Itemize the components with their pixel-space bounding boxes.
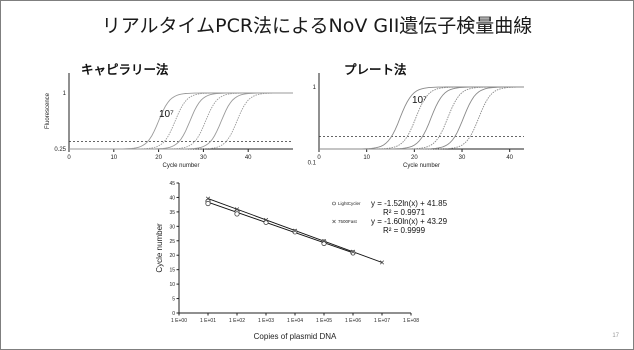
data-point-lightcycler xyxy=(321,240,327,246)
y-tick-label: 1 xyxy=(313,85,317,91)
x-tick-label: 1 E+00 xyxy=(171,318,187,324)
amplification-curve xyxy=(319,86,524,150)
x-tick-label: 1 E+04 xyxy=(287,318,303,324)
x-tick-label: 0 xyxy=(317,155,321,161)
data-point-lightcycler xyxy=(350,250,356,256)
x-tick-label: 20 xyxy=(411,155,418,161)
x-tick-label: 1 E+03 xyxy=(258,318,274,324)
slide-title: リアルタイムPCR法によるNoV GII遺伝子検量曲線 xyxy=(101,15,533,37)
data-point-lightcycler xyxy=(263,219,269,225)
capillary-amplification-chart: 0 10 20 30 40 0.25 1 Cycle number Fluorescence 10… xyxy=(45,73,293,169)
amplification-curve xyxy=(69,92,293,150)
y-tick-label: 0.1 xyxy=(308,160,317,166)
page-number: 17 xyxy=(612,333,619,339)
data-point-7500fast xyxy=(263,217,269,223)
x-tick-label: 1 E+01 xyxy=(200,318,216,324)
x-axis-title: Cycle number xyxy=(162,163,199,169)
data-point-lightcycler xyxy=(205,200,211,207)
annotation-label: 10⁷ xyxy=(159,109,174,120)
x-tick-label: 10 xyxy=(110,155,117,161)
annotation-label: 10⁷ xyxy=(412,95,427,106)
x-tick-label: 10 xyxy=(363,155,370,161)
data-point-7500fast xyxy=(292,228,298,233)
regression-equation: y = -1.52ln(x) + 41.85 xyxy=(371,199,448,208)
legend-label-lightcycler: LightCycler xyxy=(338,201,361,206)
trendline-lightcycler xyxy=(207,201,354,254)
x-tick-label: 40 xyxy=(245,155,252,161)
data-point-lightcycler xyxy=(234,211,240,217)
legend-label-7500fast: 7500Fast xyxy=(338,219,358,224)
y-tick-label: 15 xyxy=(169,268,175,274)
x-axis-title: Copies of plasmid DNA xyxy=(254,332,337,341)
y-tick-label: 35 xyxy=(169,210,175,216)
y-axis-title: Cycle number xyxy=(155,223,164,273)
x-tick-label: 0 xyxy=(67,155,71,161)
y-tick-label: 5 xyxy=(172,297,175,303)
x-tick-label: 1 E+08 xyxy=(403,318,419,324)
amplification-curve xyxy=(69,92,293,150)
data-point-lightcycler xyxy=(292,229,298,235)
amplification-curve xyxy=(69,92,293,150)
x-tick-label: 30 xyxy=(200,155,207,161)
x-tick-label: 1 E+02 xyxy=(229,318,245,324)
amplification-curve xyxy=(69,92,293,150)
y-tick-label: 10 xyxy=(169,282,175,288)
legend-marker-7500fast xyxy=(332,219,336,224)
regression-equation: y = -1.60ln(x) + 43.29 xyxy=(371,217,448,226)
y-axis-title: Fluorescence xyxy=(45,92,51,129)
regression-r2: R² = 0.9999 xyxy=(383,226,426,235)
amplification-curve xyxy=(69,92,293,150)
y-tick-label: 30 xyxy=(169,224,175,230)
y-tick-label: 0.25 xyxy=(54,147,66,153)
x-tick-label: 20 xyxy=(155,155,162,161)
data-point-7500fast xyxy=(205,196,211,201)
y-tick-label: 25 xyxy=(169,239,175,245)
panel-label-capillary: キャピラリー法 xyxy=(81,62,169,77)
data-point-7500fast xyxy=(234,207,240,212)
data-point-7500fast xyxy=(350,249,356,254)
y-tick-label: 20 xyxy=(169,253,175,259)
x-tick-label: 40 xyxy=(506,155,513,161)
x-tick-label: 1 E+06 xyxy=(345,318,361,324)
data-point-7500fast xyxy=(379,260,385,265)
amplification-curve xyxy=(319,86,525,150)
amplification-curve xyxy=(69,92,293,150)
y-tick-label: 1 xyxy=(63,91,67,97)
x-tick-label: 1 E+05 xyxy=(316,318,332,324)
y-tick-label: 0 xyxy=(172,311,175,317)
standard-curve-chart: 1 E+00 1 E+01 1 E+02 1 E+03 1 E+04 1 E+05 1 E+… xyxy=(155,181,448,341)
regression-r2: R² = 0.9971 xyxy=(383,208,426,217)
y-tick-label: 40 xyxy=(169,195,175,201)
x-tick-label: 1 E+07 xyxy=(374,318,390,324)
y-tick-label: 45 xyxy=(169,181,175,187)
data-point-7500fast xyxy=(321,238,327,244)
legend-marker-lightcycler xyxy=(332,201,336,206)
x-tick-label: 30 xyxy=(459,155,466,161)
x-axis-title: Cycle number xyxy=(403,163,440,169)
panel-label-plate: プレート法 xyxy=(344,62,407,77)
